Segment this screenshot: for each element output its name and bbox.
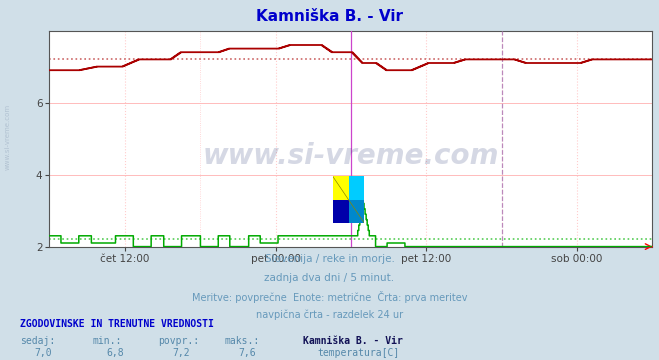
Text: Kamniška B. - Vir: Kamniška B. - Vir (256, 9, 403, 24)
Text: Kamniška B. - Vir: Kamniška B. - Vir (303, 336, 403, 346)
Text: ZGODOVINSKE IN TRENUTNE VREDNOSTI: ZGODOVINSKE IN TRENUTNE VREDNOSTI (20, 319, 214, 329)
Text: temperatura[C]: temperatura[C] (318, 348, 400, 358)
Text: 7,2: 7,2 (173, 348, 190, 358)
Bar (333, 200, 349, 223)
Text: sedaj:: sedaj: (20, 336, 55, 346)
Text: navpična črta - razdelek 24 ur: navpična črta - razdelek 24 ur (256, 310, 403, 320)
Text: povpr.:: povpr.: (158, 336, 199, 346)
Text: Meritve: povprečne  Enote: metrične  Črta: prva meritev: Meritve: povprečne Enote: metrične Črta:… (192, 291, 467, 303)
Text: zadnja dva dni / 5 minut.: zadnja dva dni / 5 minut. (264, 273, 395, 283)
Text: Slovenija / reke in morje.: Slovenija / reke in morje. (264, 254, 395, 264)
Text: maks.:: maks.: (224, 336, 259, 346)
Text: www.si-vreme.com: www.si-vreme.com (5, 104, 11, 170)
Text: 7,6: 7,6 (239, 348, 256, 358)
Text: 6,8: 6,8 (107, 348, 124, 358)
Bar (349, 200, 364, 223)
Text: 7,0: 7,0 (34, 348, 51, 358)
Text: min.:: min.: (92, 336, 122, 346)
Bar (349, 176, 364, 200)
Text: www.si-vreme.com: www.si-vreme.com (203, 142, 499, 170)
Bar (333, 176, 349, 200)
